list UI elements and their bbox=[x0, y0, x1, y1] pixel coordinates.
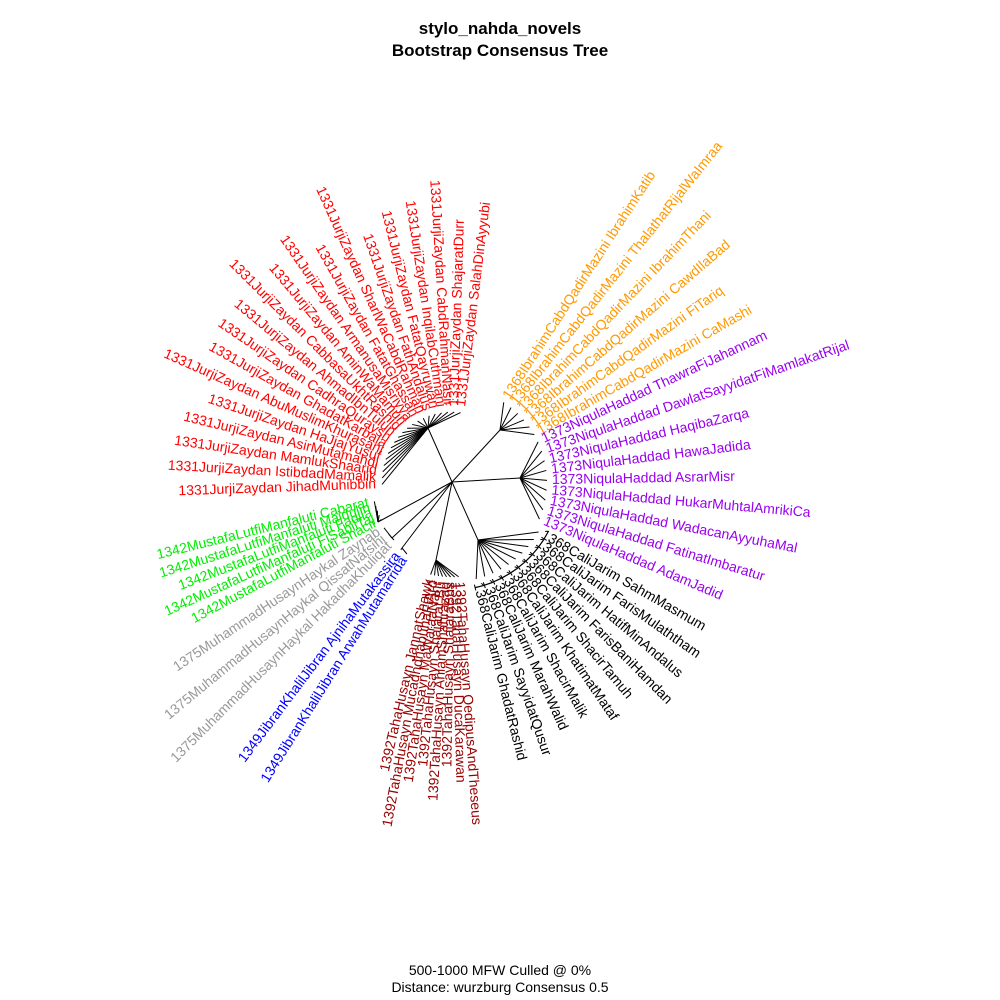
leaf-edge bbox=[427, 411, 449, 429]
leaf-edge bbox=[499, 429, 535, 435]
leaf-edge bbox=[499, 402, 505, 431]
leaf-edge bbox=[477, 539, 529, 548]
leaf-edge bbox=[417, 420, 429, 429]
leaf-edge bbox=[477, 539, 523, 554]
leaf-edge bbox=[373, 501, 379, 523]
tree-edges bbox=[373, 402, 548, 580]
leaf-label: 1392TahaHusayn DucaKarawan bbox=[448, 582, 469, 783]
tree-leaf-labels: 1331JurjiZaydan JihadMuhibbin 1331JurjiZa… bbox=[155, 138, 851, 828]
leaf-edge bbox=[435, 559, 444, 577]
footer-line-1: 500-1000 MFW Culled @ 0% bbox=[408, 962, 592, 978]
chart-title: stylo_nahda_novels Bootstrap Consensus T… bbox=[0, 18, 1000, 62]
title-line-2: Bootstrap Consensus Tree bbox=[391, 41, 609, 60]
title-line-1: stylo_nahda_novels bbox=[418, 19, 582, 38]
branch-mazini bbox=[451, 429, 501, 483]
leaf-edge bbox=[499, 413, 519, 431]
branch-taha bbox=[435, 481, 453, 561]
leaf-edge bbox=[499, 419, 525, 431]
leaf-edge bbox=[435, 559, 440, 577]
leaf-edge bbox=[387, 427, 429, 454]
leaf-edge bbox=[475, 539, 479, 580]
leaf-edge bbox=[394, 427, 429, 443]
leaf-label: 1331JurjiZaydan ShajaratDurr bbox=[445, 219, 467, 407]
leaf-edge bbox=[499, 426, 530, 431]
leaf-edge bbox=[477, 531, 539, 541]
leaf-label: 1373NiqulaHaddad AsrarMisr bbox=[552, 468, 735, 487]
leaf-edge bbox=[427, 412, 461, 429]
leaf-edge bbox=[519, 469, 547, 479]
leaf-edge bbox=[434, 559, 437, 576]
leaf-edge bbox=[435, 559, 447, 578]
leaf-edge bbox=[412, 423, 429, 429]
leaf-edge bbox=[427, 412, 442, 429]
leaf-edge bbox=[477, 539, 516, 560]
leaf-edge bbox=[477, 539, 486, 577]
leaf-label: 1392TahaHusayn ShajaraBus bbox=[438, 582, 457, 767]
leaf-edge bbox=[402, 427, 429, 434]
leaf-edge bbox=[519, 477, 548, 481]
leaf-edge bbox=[519, 460, 545, 479]
branch-jibran bbox=[401, 481, 453, 549]
leaf-edge bbox=[430, 559, 437, 575]
leaf-edge bbox=[390, 427, 429, 449]
branch-haykal bbox=[391, 481, 453, 539]
leaf-edge bbox=[427, 415, 430, 429]
leaf-edge bbox=[519, 477, 544, 511]
leaf-edge bbox=[477, 539, 509, 565]
leaf-edge bbox=[519, 477, 546, 501]
leaf-edge bbox=[499, 407, 512, 431]
leaf-edge bbox=[427, 413, 436, 429]
leaf-edge bbox=[381, 427, 429, 479]
leaf-edge bbox=[381, 427, 429, 485]
leaf-edge bbox=[400, 547, 403, 551]
leaf-edge bbox=[422, 417, 429, 429]
branch-manfaluti bbox=[377, 481, 453, 523]
leaf-edge bbox=[477, 539, 502, 570]
leaf-edge bbox=[383, 427, 429, 466]
leaf-edge bbox=[477, 539, 494, 574]
leaf-edge bbox=[391, 537, 395, 541]
leaf-edge bbox=[385, 427, 429, 460]
branch-jarim bbox=[451, 481, 479, 541]
leaf-edge bbox=[519, 477, 547, 491]
leaf-edge bbox=[397, 427, 429, 438]
leaf-edge bbox=[519, 450, 543, 479]
branch-haddad bbox=[451, 477, 521, 483]
leaf-edge bbox=[401, 547, 408, 555]
leaf-edge bbox=[435, 559, 455, 578]
leaf-edge bbox=[427, 411, 455, 429]
leaf-label: 1331JurjiZaydan JihadMuhibbin bbox=[178, 475, 376, 498]
chart-footer: 500-1000 MFW Culled @ 0% Distance: wurzb… bbox=[0, 962, 1000, 996]
leaf-edge bbox=[383, 527, 393, 539]
leaf-edge bbox=[382, 427, 429, 473]
leaf-edge bbox=[519, 477, 540, 520]
footer-line-2: Distance: wurzburg Consensus 0.5 bbox=[391, 979, 609, 995]
leaf-edge bbox=[435, 559, 451, 578]
leaf-edge bbox=[519, 441, 539, 479]
branch-jurji bbox=[427, 427, 453, 483]
